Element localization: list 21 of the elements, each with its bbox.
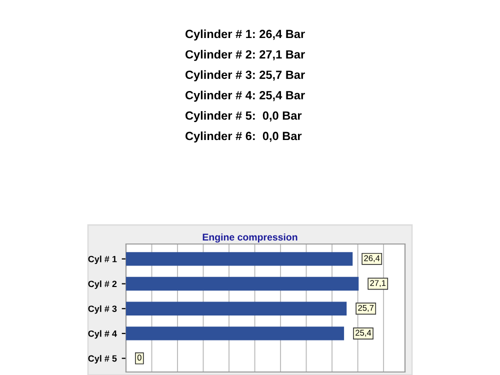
- bar: [126, 302, 347, 316]
- text: Cylinder # 1: 26,4 Bar: [185, 30, 305, 40]
- bar: [126, 276, 359, 291]
- text: Cylinder # 5: 0,0 Bar: [185, 111, 302, 122]
- y-tick-label: Cyl # 4: [88, 330, 117, 339]
- bar: [126, 252, 353, 266]
- text: Cylinder # 2: 27,1 Bar: [185, 50, 305, 61]
- y-tick-label: Cyl # 5: [88, 355, 117, 364]
- text: Cylinder # 6: 0,0 Bar: [185, 131, 302, 142]
- data-label: 0: [137, 354, 142, 361]
- y-tick-label: Cyl # 2: [88, 280, 117, 289]
- chart-title: Engine compression: [202, 233, 298, 243]
- bar: [126, 326, 344, 340]
- y-tick-label: Cyl # 3: [88, 305, 117, 314]
- text: Cylinder # 4: 25,4 Bar: [185, 90, 305, 102]
- text: Cylinder # 3: 25,7 Bar: [185, 70, 305, 82]
- data-label: 26,4: [364, 255, 380, 262]
- data-label: 27,1: [370, 280, 386, 287]
- data-label: 25,7: [358, 304, 374, 312]
- y-tick-label: Cyl # 1: [88, 256, 117, 264]
- data-label: 25,4: [356, 330, 372, 337]
